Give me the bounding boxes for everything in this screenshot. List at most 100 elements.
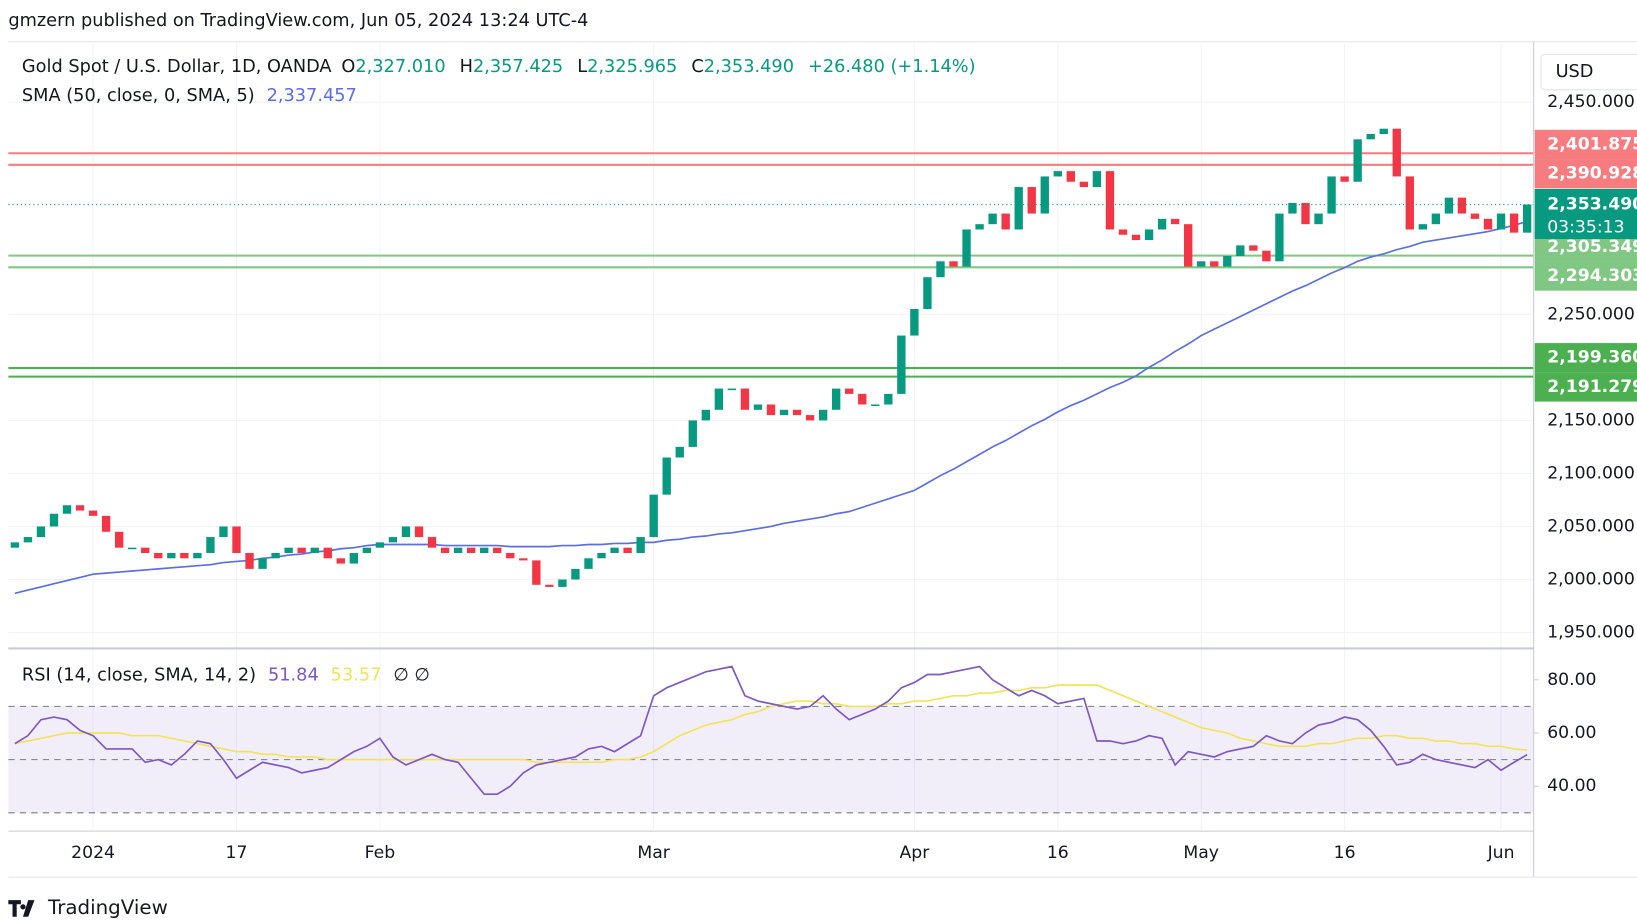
candle bbox=[1340, 176, 1349, 182]
candle bbox=[206, 537, 215, 553]
candle bbox=[792, 409, 802, 416]
candle bbox=[1144, 229, 1154, 241]
y-tick-label: 2,150.000 bbox=[1547, 410, 1635, 430]
x-tick-label: 17 bbox=[226, 843, 248, 863]
level-badge bbox=[1534, 129, 1637, 160]
candle bbox=[1379, 128, 1388, 135]
level-badge bbox=[1534, 159, 1637, 189]
candle bbox=[1197, 261, 1206, 267]
candle bbox=[193, 552, 202, 559]
y-tick-label: 2,450.000 bbox=[1547, 92, 1635, 112]
x-tick-label: Feb bbox=[365, 843, 395, 863]
candle bbox=[88, 510, 98, 516]
last-price-label: 2,353.490 bbox=[1547, 195, 1637, 215]
candle bbox=[1288, 202, 1297, 214]
y-tick-label: 2,050.000 bbox=[1547, 516, 1635, 536]
candle bbox=[1118, 229, 1128, 235]
candle bbox=[349, 552, 359, 564]
candle bbox=[10, 542, 20, 548]
y-tick-label: 2,100.000 bbox=[1547, 463, 1635, 483]
candle bbox=[180, 552, 189, 559]
panels: 2024 17 Feb Mar Apr 16 May 16 Jun 1,950.000 2,000.… bbox=[8, 43, 1637, 863]
candle bbox=[1431, 213, 1441, 225]
candle bbox=[818, 409, 828, 421]
candle bbox=[832, 388, 841, 410]
y-tick-label: 2,250.000 bbox=[1547, 304, 1635, 324]
candle bbox=[466, 547, 476, 553]
candle bbox=[1001, 213, 1010, 230]
candle bbox=[1327, 176, 1336, 214]
candle bbox=[1301, 202, 1310, 225]
candle bbox=[427, 537, 437, 548]
candle bbox=[858, 393, 867, 405]
candle bbox=[62, 505, 72, 514]
candle bbox=[336, 558, 345, 564]
countdown-label: 03:35:13 bbox=[1547, 218, 1624, 238]
candle bbox=[128, 547, 137, 550]
sma-line bbox=[14, 220, 1528, 595]
candle bbox=[701, 409, 710, 421]
candle bbox=[975, 224, 984, 230]
ohlc-key: O bbox=[341, 57, 355, 77]
candle bbox=[1053, 171, 1062, 177]
candle bbox=[310, 547, 319, 553]
candle bbox=[1262, 250, 1271, 262]
currency-label[interactable]: USD bbox=[1556, 62, 1594, 82]
candle bbox=[714, 388, 724, 410]
level-badge-label: 2,305.349 bbox=[1547, 237, 1637, 257]
candle bbox=[623, 547, 632, 553]
x-tick-label: 16 bbox=[1047, 843, 1069, 863]
candle bbox=[923, 277, 932, 310]
tradingview-logo: TradingView bbox=[8, 896, 168, 919]
candle bbox=[558, 579, 567, 587]
candle bbox=[388, 537, 398, 543]
candle bbox=[1275, 213, 1284, 262]
y-tick-label: 1,950.000 bbox=[1547, 623, 1635, 643]
candle bbox=[1236, 245, 1245, 256]
candle bbox=[297, 547, 306, 553]
rsi-sma-line bbox=[14, 684, 1528, 764]
candle bbox=[1249, 245, 1258, 251]
candle bbox=[1210, 261, 1219, 267]
sma-value: 2,337.457 bbox=[267, 86, 357, 106]
candle bbox=[284, 547, 293, 553]
ohlc-value: 2,353.490 bbox=[704, 57, 794, 77]
candle bbox=[1496, 213, 1506, 230]
candle bbox=[1509, 213, 1519, 233]
candle bbox=[1483, 218, 1493, 230]
symbol-legend: Gold Spot / U.S. Dollar, 1D, OANDA O2,32… bbox=[22, 57, 976, 77]
level-badge-label: 2,199.360 bbox=[1547, 348, 1637, 368]
publish-header: gmzern published on TradingView.com, Jun… bbox=[8, 11, 588, 31]
candle bbox=[949, 261, 958, 267]
candle bbox=[727, 388, 737, 391]
candle bbox=[1223, 255, 1232, 267]
candle bbox=[1470, 213, 1480, 219]
candle bbox=[271, 552, 280, 559]
candle bbox=[988, 213, 997, 225]
candle bbox=[114, 531, 124, 548]
symbol-title: Gold Spot / U.S. Dollar, 1D, OANDA bbox=[22, 57, 332, 77]
candle bbox=[323, 547, 332, 559]
candle bbox=[740, 388, 750, 410]
candle bbox=[571, 568, 580, 580]
candle bbox=[167, 552, 176, 559]
candle bbox=[493, 547, 502, 553]
currency-button[interactable] bbox=[1540, 53, 1637, 91]
candle bbox=[675, 446, 684, 458]
level-badge-label: 2,191.279 bbox=[1547, 377, 1637, 397]
candle bbox=[519, 558, 528, 561]
rsi-value: 51.84 bbox=[268, 666, 319, 686]
candle bbox=[1392, 128, 1401, 177]
rsi-tick-label: 80.00 bbox=[1547, 670, 1596, 690]
candle bbox=[440, 547, 450, 553]
candle bbox=[597, 552, 606, 559]
candle bbox=[805, 415, 815, 421]
level-badge bbox=[1534, 261, 1637, 291]
candle bbox=[766, 404, 776, 416]
candle bbox=[219, 526, 228, 538]
candle bbox=[453, 547, 463, 553]
x-tick-label: 16 bbox=[1334, 843, 1356, 863]
ohlc-value: 2,327.010 bbox=[355, 57, 445, 77]
candle bbox=[636, 537, 645, 553]
